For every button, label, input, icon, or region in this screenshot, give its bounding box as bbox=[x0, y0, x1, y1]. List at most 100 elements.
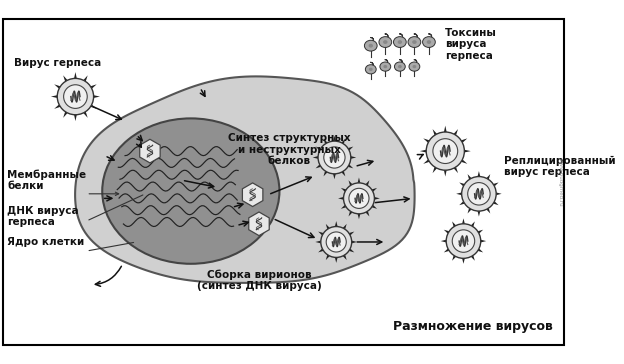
Ellipse shape bbox=[412, 40, 417, 44]
Ellipse shape bbox=[380, 62, 391, 71]
Ellipse shape bbox=[397, 40, 402, 44]
Polygon shape bbox=[423, 159, 429, 164]
Text: Вирус герпеса: Вирус герпеса bbox=[14, 58, 101, 67]
Polygon shape bbox=[452, 221, 456, 227]
Polygon shape bbox=[242, 183, 263, 206]
Polygon shape bbox=[459, 182, 465, 186]
Polygon shape bbox=[471, 255, 475, 261]
Polygon shape bbox=[94, 95, 100, 98]
Ellipse shape bbox=[318, 141, 351, 174]
Polygon shape bbox=[84, 75, 88, 82]
Polygon shape bbox=[477, 171, 480, 177]
Ellipse shape bbox=[57, 78, 94, 115]
Polygon shape bbox=[420, 150, 426, 153]
Ellipse shape bbox=[462, 177, 496, 211]
Ellipse shape bbox=[364, 40, 377, 51]
Polygon shape bbox=[326, 224, 329, 229]
Text: Размножение вирусов: Размножение вирусов bbox=[392, 320, 552, 333]
Text: Реплицированный
вирус герпеса: Реплицированный вирус герпеса bbox=[504, 156, 616, 177]
Polygon shape bbox=[338, 197, 343, 200]
Text: www.budgmed.ru: www.budgmed.ru bbox=[558, 158, 563, 206]
Polygon shape bbox=[348, 165, 353, 169]
Ellipse shape bbox=[394, 37, 406, 47]
Polygon shape bbox=[366, 211, 369, 217]
Polygon shape bbox=[51, 95, 57, 98]
Ellipse shape bbox=[394, 62, 405, 71]
Polygon shape bbox=[351, 156, 356, 159]
Polygon shape bbox=[349, 249, 354, 252]
Ellipse shape bbox=[369, 68, 373, 71]
Polygon shape bbox=[477, 211, 480, 217]
Polygon shape bbox=[374, 197, 380, 200]
Polygon shape bbox=[326, 255, 329, 260]
Polygon shape bbox=[349, 232, 354, 236]
Text: Сборка вирионов
(синтез ДНК вируса): Сборка вирионов (синтез ДНК вируса) bbox=[197, 269, 321, 291]
Polygon shape bbox=[313, 156, 318, 159]
Polygon shape bbox=[444, 126, 447, 132]
Ellipse shape bbox=[433, 139, 457, 163]
Ellipse shape bbox=[324, 147, 345, 168]
Text: Токсины
вируса
герпеса: Токсины вируса герпеса bbox=[446, 28, 497, 61]
Polygon shape bbox=[341, 205, 346, 209]
Ellipse shape bbox=[366, 65, 376, 74]
Ellipse shape bbox=[326, 232, 346, 252]
Polygon shape bbox=[90, 84, 97, 89]
Polygon shape bbox=[478, 230, 483, 234]
Ellipse shape bbox=[408, 37, 421, 47]
Ellipse shape bbox=[409, 62, 420, 71]
Polygon shape bbox=[462, 218, 465, 224]
Polygon shape bbox=[464, 150, 470, 153]
Text: Ядро клетки: Ядро клетки bbox=[7, 237, 84, 248]
Polygon shape bbox=[432, 129, 437, 135]
Polygon shape bbox=[316, 165, 321, 169]
Polygon shape bbox=[333, 174, 336, 179]
Polygon shape bbox=[90, 104, 97, 109]
Polygon shape bbox=[444, 230, 449, 234]
Polygon shape bbox=[493, 182, 499, 186]
Ellipse shape bbox=[412, 65, 416, 68]
Polygon shape bbox=[441, 240, 446, 242]
Polygon shape bbox=[349, 211, 353, 217]
Polygon shape bbox=[343, 255, 347, 260]
Polygon shape bbox=[372, 205, 377, 209]
Polygon shape bbox=[140, 139, 160, 163]
Polygon shape bbox=[54, 84, 61, 89]
Polygon shape bbox=[54, 104, 61, 109]
Polygon shape bbox=[486, 174, 490, 179]
Polygon shape bbox=[335, 221, 338, 226]
Polygon shape bbox=[318, 232, 323, 236]
Polygon shape bbox=[358, 178, 360, 183]
Polygon shape bbox=[444, 249, 449, 252]
Polygon shape bbox=[461, 138, 467, 143]
Ellipse shape bbox=[383, 40, 388, 44]
Ellipse shape bbox=[64, 85, 87, 108]
Text: Мембранные
белки: Мембранные белки bbox=[7, 169, 86, 191]
Polygon shape bbox=[335, 257, 338, 263]
Polygon shape bbox=[444, 170, 447, 177]
Ellipse shape bbox=[446, 224, 480, 258]
Ellipse shape bbox=[383, 65, 388, 68]
Polygon shape bbox=[493, 201, 499, 205]
Polygon shape bbox=[480, 240, 486, 242]
Text: ДНК вируса
герпеса: ДНК вируса герпеса bbox=[7, 206, 79, 227]
Polygon shape bbox=[348, 147, 353, 150]
Polygon shape bbox=[341, 188, 346, 192]
Polygon shape bbox=[341, 139, 345, 144]
Polygon shape bbox=[454, 129, 458, 135]
Polygon shape bbox=[467, 174, 472, 179]
PathPatch shape bbox=[75, 76, 414, 283]
Polygon shape bbox=[315, 241, 321, 244]
Polygon shape bbox=[459, 201, 465, 205]
Ellipse shape bbox=[426, 132, 464, 170]
Polygon shape bbox=[462, 258, 465, 264]
Ellipse shape bbox=[343, 183, 374, 214]
Polygon shape bbox=[318, 249, 323, 252]
Polygon shape bbox=[467, 208, 472, 214]
Polygon shape bbox=[74, 72, 77, 78]
Polygon shape bbox=[74, 115, 77, 121]
Polygon shape bbox=[323, 139, 328, 144]
Polygon shape bbox=[63, 75, 67, 82]
Text: Синтез структурных
и неструктурных
белков: Синтез структурных и неструктурных белко… bbox=[228, 133, 350, 166]
Polygon shape bbox=[456, 193, 462, 195]
Ellipse shape bbox=[349, 188, 369, 209]
